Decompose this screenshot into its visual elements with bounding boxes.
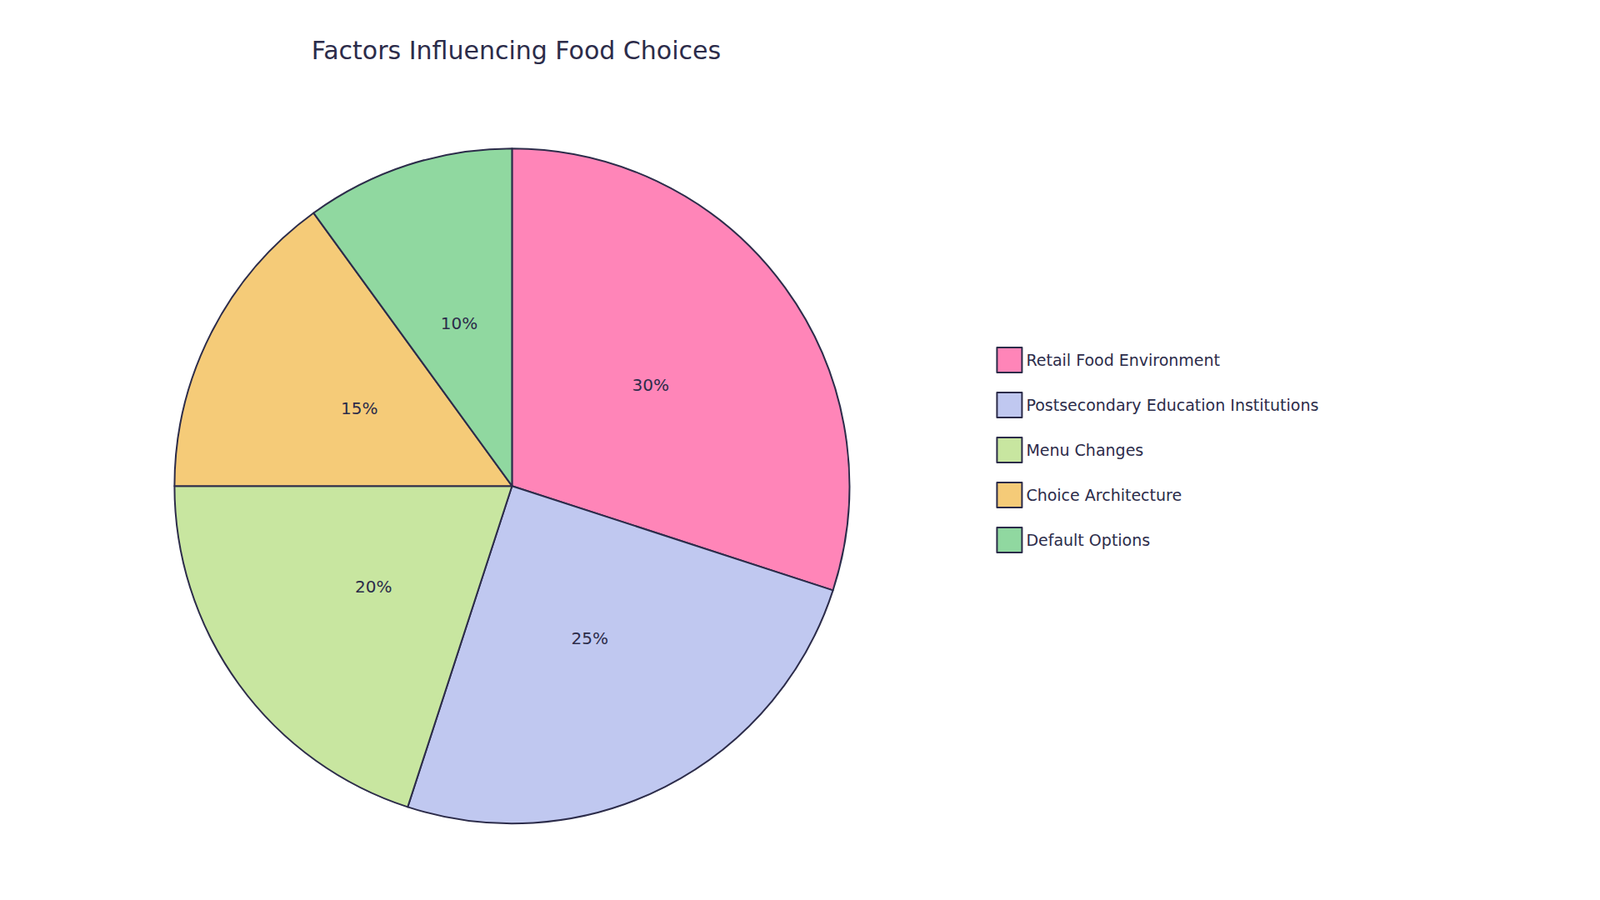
svg-text:20%: 20% — [355, 576, 392, 597]
svg-text:30%: 30% — [631, 375, 669, 395]
svg-text:Choice Architecture: Choice Architecture — [1025, 485, 1182, 505]
svg-text:15%: 15% — [340, 398, 378, 419]
svg-text:10%: 10% — [440, 313, 478, 334]
svg-text:Factors Influencing Food Choic: Factors Influencing Food Choices — [311, 35, 721, 65]
svg-text:Default Options: Default Options — [1025, 530, 1150, 550]
svg-text:25%: 25% — [570, 628, 608, 649]
svg-text:Postsecondary Education Instit: Postsecondary Education Institutions — [1025, 395, 1319, 415]
svg-text:Retail Food Environment: Retail Food Environment — [1025, 350, 1220, 370]
svg-text:Menu Changes: Menu Changes — [1025, 440, 1144, 460]
